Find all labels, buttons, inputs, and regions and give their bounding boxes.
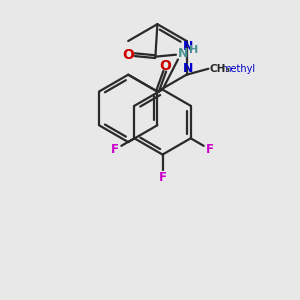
Text: O: O	[159, 59, 171, 73]
Text: methyl: methyl	[221, 64, 255, 74]
Text: N: N	[183, 62, 194, 75]
Text: CH₃: CH₃	[210, 64, 231, 74]
Text: N: N	[178, 47, 188, 60]
Text: F: F	[111, 143, 119, 156]
Text: O: O	[122, 48, 134, 62]
Text: F: F	[206, 143, 214, 156]
Text: H: H	[189, 45, 198, 55]
Text: N: N	[183, 40, 194, 53]
Text: F: F	[158, 171, 166, 184]
